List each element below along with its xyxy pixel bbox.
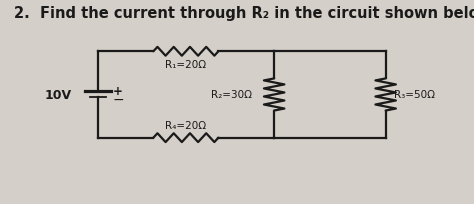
Text: 2.  Find the current through R₂ in the circuit shown below: 2. Find the current through R₂ in the ci…	[14, 6, 474, 21]
Text: R₁=20Ω: R₁=20Ω	[165, 60, 207, 70]
Text: R₂=30Ω: R₂=30Ω	[211, 90, 252, 100]
Text: +: +	[112, 84, 122, 97]
Text: R₄=20Ω: R₄=20Ω	[165, 120, 207, 130]
Text: R₃=50Ω: R₃=50Ω	[394, 90, 435, 100]
Text: 10V: 10V	[45, 89, 72, 101]
Text: −: −	[112, 92, 124, 106]
